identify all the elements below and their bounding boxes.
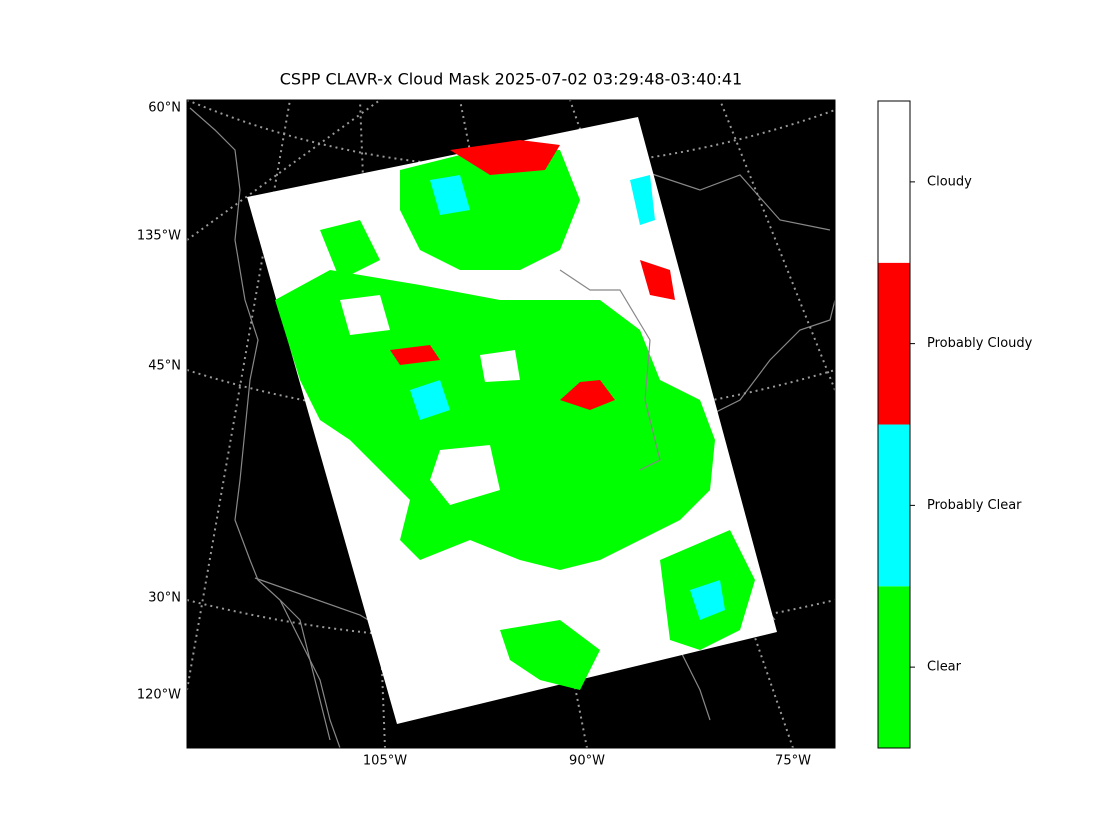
mask-region [630, 175, 655, 225]
bottom-label: 75°W [775, 754, 811, 769]
colorbar-segment [878, 424, 910, 587]
colorbar-label: Probably Cloudy [927, 336, 1033, 351]
latlon-labels-left: 60°N 135°W 45°N 30°N 120°W [137, 101, 181, 703]
mask-region [560, 380, 615, 410]
cloud-mask [275, 140, 755, 690]
map-frame [186, 99, 836, 749]
colorbar-label: Clear [927, 660, 962, 675]
colorbar-label: Probably Clear [927, 498, 1022, 513]
colorbar-frame [877, 100, 911, 749]
left-label: 45°N [148, 359, 181, 374]
mask-region [430, 175, 470, 215]
mask-region [275, 270, 715, 570]
colorbar: Clear Probably Clear Probably Cloudy Cloudy [878, 101, 1033, 748]
left-label: 120°W [137, 688, 181, 703]
mask-region [410, 380, 450, 420]
colorbar-segment [878, 101, 910, 263]
left-label: 30°N [148, 591, 181, 606]
map-title: CSPP CLAVR-x Cloud Mask 2025-07-02 03:29… [280, 70, 742, 89]
cloudy-region [430, 445, 500, 505]
map-area [187, 100, 835, 748]
lon-labels-bottom: 105°W 90°W 75°W [363, 754, 811, 769]
left-label: 135°W [137, 229, 181, 244]
mask-region [690, 580, 725, 620]
mask-region [500, 620, 600, 690]
colorbar-segment [878, 586, 910, 748]
bottom-label: 90°W [569, 754, 605, 769]
great-lakes-coast [559, 269, 661, 471]
mask-region [390, 345, 440, 365]
mask-region [450, 140, 560, 175]
cloudy-region [340, 295, 390, 335]
bottom-label: 105°W [363, 754, 407, 769]
mask-region [640, 260, 675, 300]
mask-region [320, 220, 380, 280]
left-label: 60°N [148, 101, 181, 116]
colorbar-segment [878, 262, 910, 425]
cloudy-region [480, 350, 520, 382]
colorbar-label: Cloudy [927, 174, 972, 189]
